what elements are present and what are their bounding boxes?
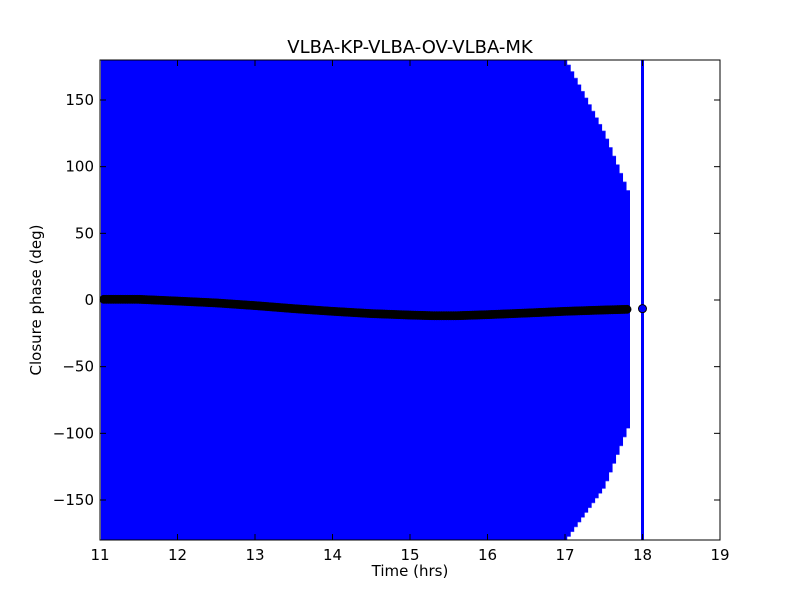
- x-tick-label: 14: [323, 546, 342, 564]
- x-tick-label: 17: [555, 546, 574, 564]
- x-tick-label: 11: [90, 546, 109, 564]
- axis-ticks: [99, 60, 721, 540]
- y-axis-title: Closure phase (deg): [27, 225, 45, 376]
- y-tick-label: 100: [65, 158, 94, 176]
- chart-title: VLBA-KP-VLBA-OV-VLBA-MK: [287, 37, 534, 58]
- x-axis-title: Time (hrs): [371, 562, 449, 580]
- y-tick-label: 150: [65, 91, 94, 109]
- data-point: [622, 304, 632, 314]
- y-tick-label: 50: [75, 224, 94, 242]
- data-point: [638, 304, 647, 314]
- x-tick-label: 18: [633, 546, 652, 564]
- x-tick-label: 13: [245, 546, 264, 564]
- y-tick-label: −150: [53, 491, 94, 509]
- x-tick-label: 15: [400, 546, 419, 564]
- x-tick-label: 16: [478, 546, 497, 564]
- tick-labels: 11 12 13 14 15 16 17 18 19 −150 −100 −50 0 50 100 150: [53, 91, 730, 564]
- y-tick-label: 0: [84, 291, 94, 309]
- data-points: [99, 294, 647, 321]
- y-tick-label: −100: [53, 424, 94, 442]
- x-tick-label: 12: [168, 546, 187, 564]
- y-tick-label: −50: [62, 358, 94, 376]
- x-tick-label: 19: [710, 546, 729, 564]
